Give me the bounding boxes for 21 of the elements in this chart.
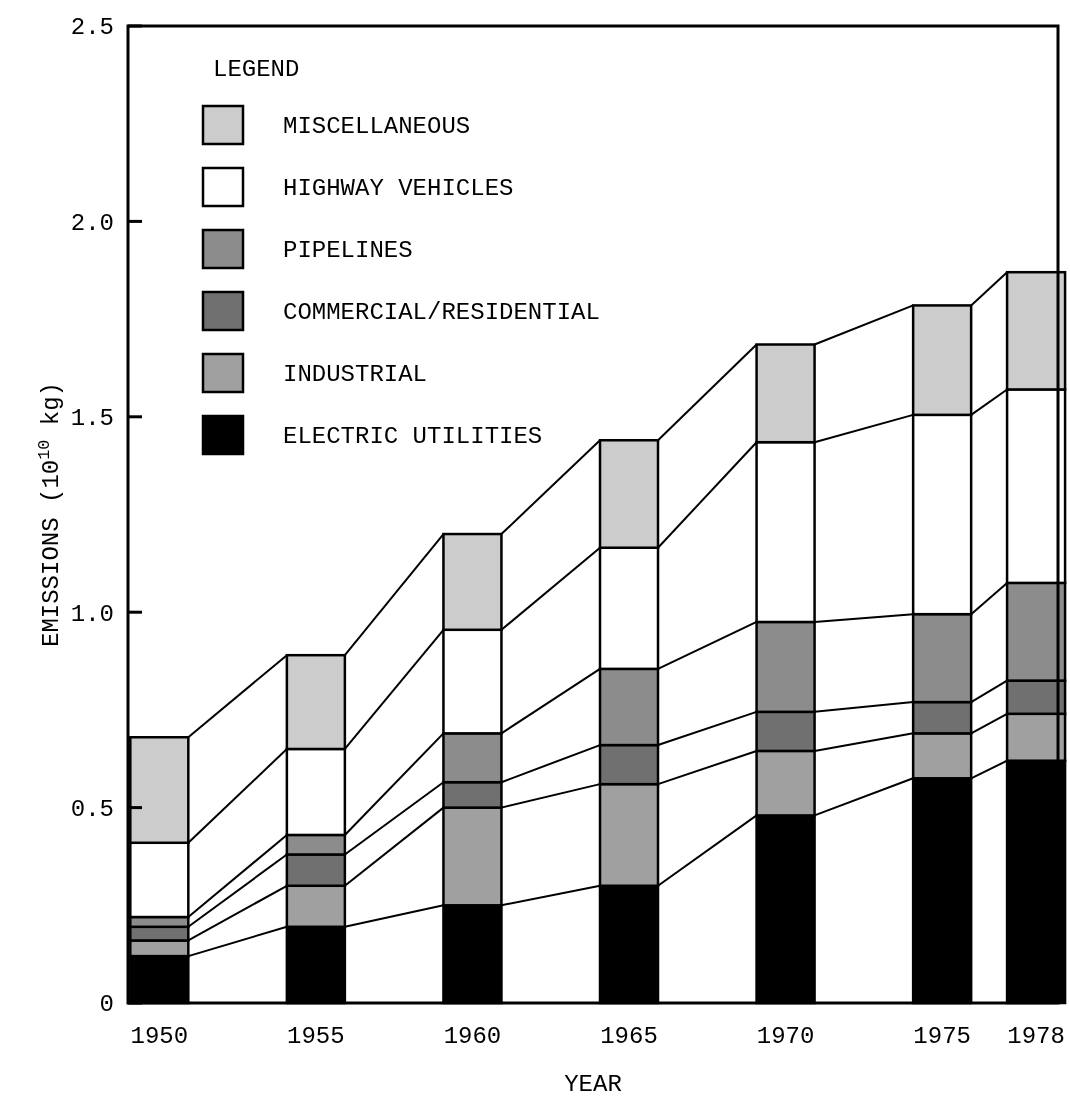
x-tick-label: 1975 [913,1023,971,1050]
x-tick-label: 1960 [443,1023,502,1050]
legend-title: LEGEND [213,56,300,83]
y-tick-label: 0 [99,991,114,1019]
x-axis-title: YEAR [564,1071,622,1098]
x-tick-label: 1978 [1007,1023,1065,1050]
y-tick-label: 1.5 [70,405,114,433]
x-tick-label: 1955 [287,1023,345,1050]
y-tick-label: 1.0 [70,600,114,628]
legend-label: HIGHWAY VEHICLES [283,175,514,203]
x-tick-label: 1965 [600,1023,658,1050]
x-tick-label: 1950 [130,1023,189,1050]
legend-label: INDUSTRIAL [283,361,428,389]
y-tick-label: 2.5 [70,14,114,42]
x-tick-label: 1970 [756,1023,815,1050]
legend-label: MISCELLANEOUS [283,113,471,141]
legend-label: PIPELINES [283,237,413,265]
y-tick-label: 0.5 [70,796,114,823]
y-tick-label: 2.0 [70,209,114,237]
legend-label: COMMERCIAL/RESIDENTIAL [283,299,600,327]
legend-label: ELECTRIC UTILITIES [283,423,543,451]
